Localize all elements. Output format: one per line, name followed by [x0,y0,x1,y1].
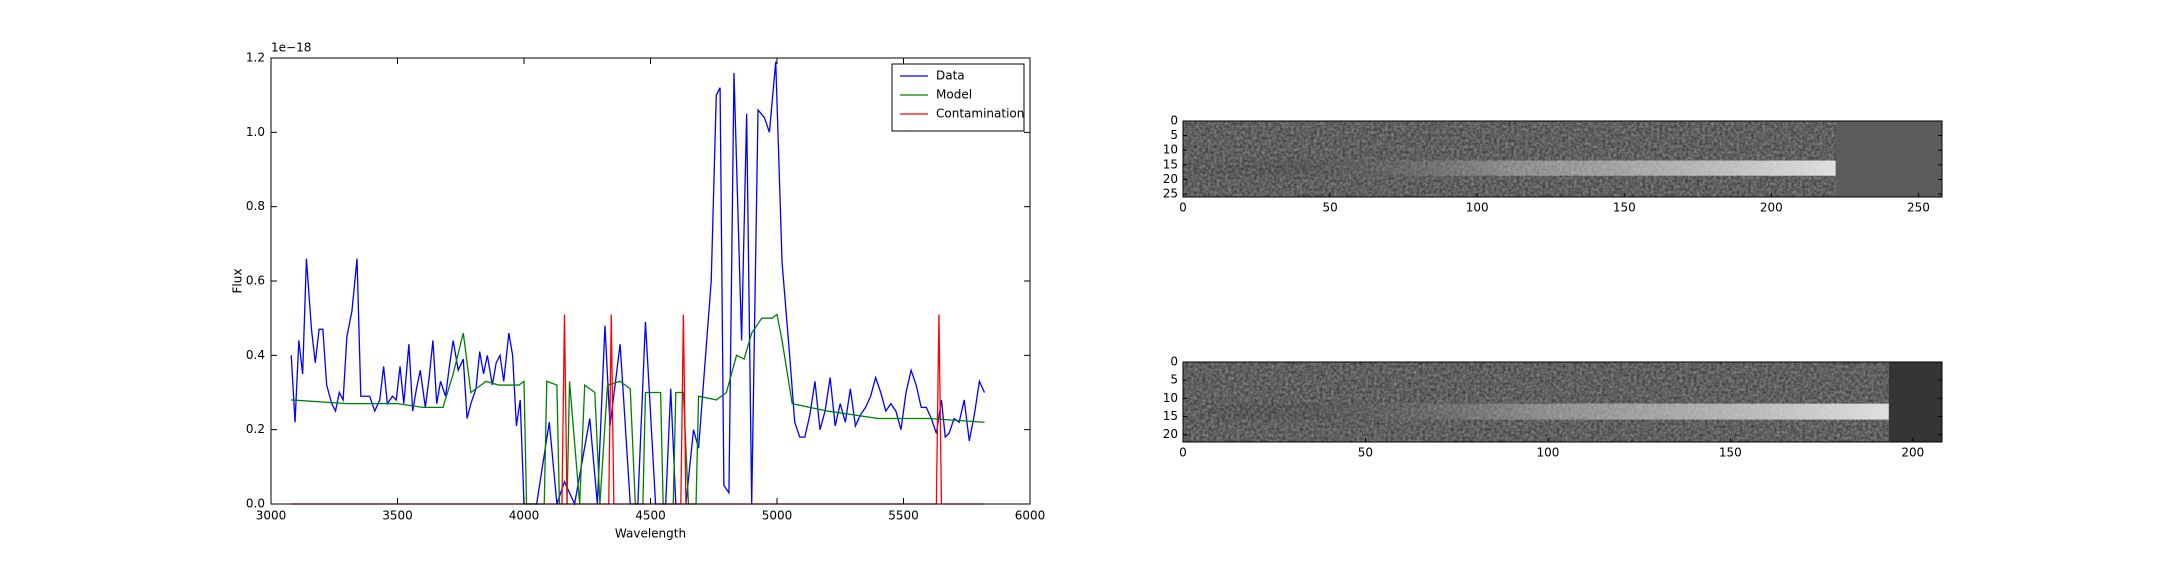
legend-box [891,63,1025,132]
y-tick-label: 0.6 [246,274,265,288]
axes-frame [1182,120,1943,198]
y-tick-label: 15 [1163,157,1178,171]
x-tick-label: 4500 [635,509,666,523]
legend-label: Data [936,69,965,83]
y-tick-label: 0.8 [246,199,265,213]
y-tick-label: 5 [1170,128,1178,142]
x-tick-label: 200 [1901,446,1924,460]
y-tick-label: 15 [1163,409,1178,423]
x-tick-label: 150 [1719,446,1742,460]
plot-area [271,58,1030,504]
y-tick-label: 10 [1163,143,1178,157]
x-tick-label: 100 [1466,201,1489,215]
x-tick-label: 200 [1760,201,1783,215]
image-noise [1183,121,1836,197]
x-tick-label: 6000 [1015,509,1046,523]
x-tick-label: 5500 [888,509,919,523]
x-tick-label: 250 [1907,201,1930,215]
y-tick-label: 0 [1170,114,1178,128]
y-tick-label: 0.0 [246,497,265,511]
x-tick-label: 150 [1613,201,1636,215]
x-axis-label: Wavelength [615,527,686,541]
y-tick-label: 10 [1163,391,1178,405]
offset-label: 1e−18 [271,41,311,55]
y-tick-label: 20 [1163,172,1178,186]
series-line [291,313,985,505]
x-tick-label: 4000 [509,509,540,523]
y-tick-label: 20 [1163,427,1178,441]
image-pad [1835,121,1942,197]
y-tick-label: 0.4 [246,348,265,362]
x-tick-label: 3000 [256,509,287,523]
x-tick-label: 5000 [762,509,793,523]
legend-label: Contamination [936,107,1024,121]
image-trace [1183,160,1836,176]
x-tick-label: 0 [1179,201,1187,215]
x-tick-label: 0 [1179,446,1187,460]
y-tick-label: 25 [1163,187,1178,201]
image-trace [1183,403,1889,420]
axes-frame [1182,361,1943,443]
y-tick-label: 5 [1170,373,1178,387]
y-tick-label: 0 [1170,355,1178,369]
y-axis-label: Flux [231,269,245,294]
x-tick-label: 50 [1358,446,1373,460]
x-tick-label: 50 [1322,201,1337,215]
y-tick-label: 1.2 [246,51,265,65]
y-tick-label: 0.2 [246,422,265,436]
y-tick-label: 1.0 [246,125,265,139]
image-pad [1888,362,1942,442]
image-noise [1183,362,1889,442]
x-tick-label: 3500 [382,509,413,523]
legend-label: Model [936,88,972,102]
x-tick-label: 100 [1536,446,1559,460]
